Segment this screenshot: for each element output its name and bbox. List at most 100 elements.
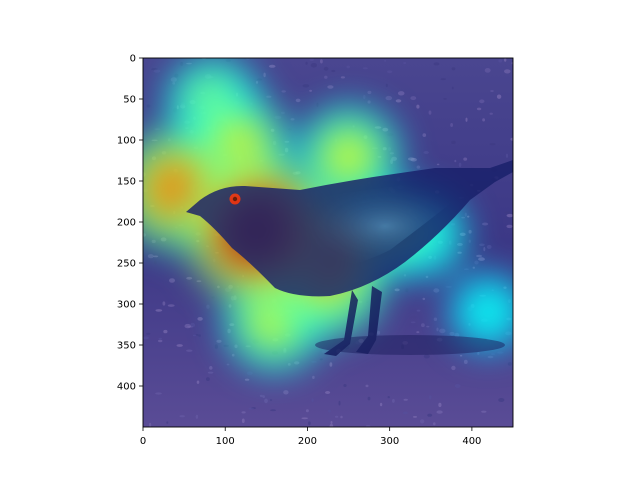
gravel-stone (422, 133, 427, 138)
gravel-stone (477, 352, 480, 355)
gravel-stone (436, 163, 440, 166)
gravel-stone (186, 276, 193, 280)
gravel-stone (476, 254, 483, 258)
gravel-stone (176, 344, 183, 347)
gravel-stone (363, 94, 366, 100)
gravel-stone (504, 58, 507, 62)
gravel-stone (496, 94, 502, 99)
gravel-stone (362, 67, 368, 70)
gravel-stone (309, 89, 312, 92)
gravel-stone (328, 409, 331, 413)
gravel-stone (464, 212, 467, 217)
gravel-stone (338, 400, 341, 406)
gravel-stone (158, 339, 163, 343)
gravel-stone (259, 394, 263, 398)
gravel-stone (397, 91, 405, 96)
heat-blob (472, 296, 505, 329)
gravel-stone (491, 353, 495, 356)
gravel-stone (443, 98, 447, 100)
gravel-stone (241, 411, 246, 414)
gravel-stone (412, 416, 418, 418)
gravel-stone (394, 288, 400, 292)
gravel-stone (379, 402, 383, 407)
x-tick-label: 100 (216, 436, 235, 447)
gravel-stone (468, 239, 471, 243)
gravel-stone (377, 330, 380, 335)
y-tick-label: 350 (117, 341, 136, 352)
gravel-stone (478, 257, 485, 261)
gravel-stone (211, 296, 215, 299)
gravel-stone (403, 62, 407, 64)
gravel-stone (387, 396, 390, 399)
gravel-stone (387, 70, 393, 74)
gravel-stone (507, 362, 512, 366)
gravel-stone (325, 391, 331, 394)
gravel-stone (410, 96, 417, 101)
gravel-stone (465, 117, 468, 122)
gravel-stone (266, 95, 272, 98)
gravel-stone (316, 102, 319, 107)
x-tick-label: 300 (380, 436, 399, 447)
gravel-stone (209, 366, 213, 370)
gravel-stone (367, 100, 371, 104)
gravel-stone (490, 90, 494, 92)
gravel-stone (149, 422, 152, 427)
gravel-stone (479, 99, 485, 104)
y-tick-label: 150 (117, 177, 136, 188)
gravel-stone (319, 358, 323, 361)
gravel-stone (246, 371, 253, 376)
gravel-stone (311, 361, 317, 363)
gravel-stone (384, 59, 387, 62)
gravel-stone (458, 162, 462, 167)
gravel-stone (506, 224, 513, 229)
gravel-stone (305, 409, 309, 413)
gravel-stone (167, 304, 175, 307)
gravel-stone (428, 110, 432, 115)
gravel-stone (479, 243, 485, 247)
gravel-stone (433, 317, 438, 321)
gravel-stone (459, 354, 463, 357)
gravel-stone (433, 422, 436, 426)
gravel-stone (329, 424, 334, 427)
gravel-stone (184, 323, 191, 329)
gravel-stone (498, 398, 505, 402)
gravel-stone (505, 153, 509, 158)
gravel-stone (365, 384, 369, 388)
gravel-stone (402, 341, 409, 345)
gravel-stone (153, 69, 161, 73)
gravel-stone (510, 137, 513, 141)
gravel-stone (241, 418, 245, 424)
gravel-stone (451, 86, 454, 90)
gravel-stone (392, 398, 395, 403)
gravel-stone (481, 410, 487, 413)
gravel-stone (489, 143, 496, 146)
gravel-stone (423, 151, 429, 154)
gravel-stone (264, 398, 268, 404)
gravel-stone (482, 118, 485, 122)
gravel-stone (450, 123, 453, 127)
gravel-stone (504, 69, 511, 74)
gravel-stone (451, 140, 456, 144)
gravel-stone (421, 323, 425, 328)
gravel-stone (467, 215, 470, 218)
gravel-stone (323, 66, 329, 71)
gravel-stone (146, 332, 151, 335)
gravel-stone (248, 407, 254, 410)
gravel-stone (329, 362, 333, 367)
gravel-stone (262, 395, 266, 399)
gravel-stone (147, 254, 154, 259)
gravel-stone (269, 399, 273, 401)
gravel-stone (216, 339, 222, 343)
gravel-stone (327, 85, 334, 89)
gravel-stone (153, 255, 159, 258)
gravel-stone (463, 157, 468, 161)
gravel-stone (468, 229, 472, 234)
gravel-stone (474, 260, 479, 265)
gravel-stone (402, 411, 408, 415)
gravel-stone (416, 104, 420, 109)
gravel-stone (343, 384, 347, 387)
gravel-stone (322, 350, 326, 354)
gravel-stone (407, 157, 415, 161)
gravel-stone (423, 354, 430, 359)
